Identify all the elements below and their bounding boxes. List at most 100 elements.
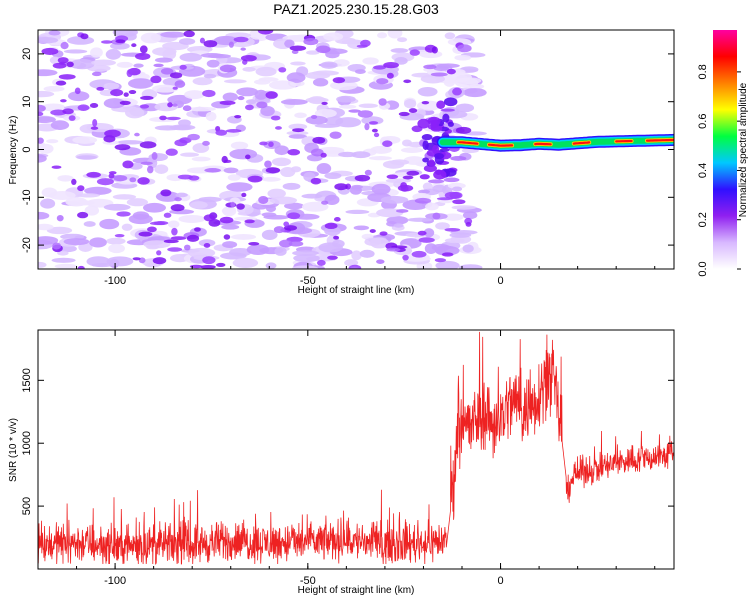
- noise-blob-strong: [116, 211, 131, 217]
- noise-blob-strong: [440, 108, 455, 112]
- noise-blob: [261, 212, 277, 217]
- noise-blob: [454, 54, 472, 61]
- noise-blob-strong: [430, 72, 448, 77]
- noise-blob-strong: [441, 252, 454, 257]
- noise-blob: [462, 244, 474, 253]
- noise-blob-strong: [334, 183, 348, 191]
- noise-blob: [380, 195, 409, 204]
- noise-blob: [305, 115, 328, 125]
- noise-blob: [229, 247, 252, 257]
- noise-blob: [290, 61, 306, 66]
- noise-blob: [38, 90, 55, 98]
- noise-blob: [203, 73, 217, 79]
- noise-blob-strong: [219, 64, 237, 73]
- noise-blob-strong: [183, 30, 195, 38]
- noise-blob: [312, 78, 329, 87]
- noise-blob-strong: [170, 236, 187, 241]
- noise-blob: [76, 155, 98, 160]
- colorbar: 0.0 0.2 0.4 0.6 0.8 Normalized spectral ampl…: [697, 30, 749, 277]
- noise-blob-strong: [398, 111, 410, 117]
- noise-blob: [308, 96, 326, 105]
- noise-blob-strong: [108, 173, 115, 179]
- noise-blob-strong: [321, 101, 328, 105]
- noise-blob-strong: [131, 43, 137, 48]
- noise-blob-strong: [171, 227, 178, 236]
- noise-blob: [288, 123, 308, 130]
- noise-blob-strong: [321, 200, 329, 205]
- noise-blob-strong: [421, 101, 430, 105]
- noise-blob-strong: [58, 74, 76, 80]
- noise-blob-strong: [258, 195, 269, 204]
- noise-blob-strong: [92, 71, 102, 77]
- colorbar-ticks: 0.0 0.2 0.4 0.6 0.8: [697, 64, 741, 277]
- noise-blob: [435, 260, 460, 269]
- noise-blob: [267, 188, 286, 199]
- noise-blob-strong: [114, 233, 125, 238]
- noise-blob: [178, 38, 196, 45]
- noise-blob-strong: [139, 141, 157, 149]
- noise-blob-strong: [135, 52, 151, 60]
- noise-blob-strong: [240, 54, 257, 62]
- noise-blob: [38, 36, 59, 44]
- onset-blob: [443, 168, 457, 177]
- noise-blob: [351, 151, 371, 159]
- noise-blob: [254, 89, 268, 100]
- noise-blob-strong: [126, 69, 133, 78]
- noise-blob-strong: [264, 160, 272, 168]
- noise-blob: [286, 72, 306, 83]
- noise-blob: [48, 30, 61, 36]
- noise-blob: [451, 205, 477, 210]
- noise-blob: [301, 201, 329, 212]
- noise-blob-strong: [332, 77, 346, 84]
- noise-blob-strong: [219, 100, 236, 106]
- noise-blob: [261, 229, 278, 241]
- noise-blob-strong: [316, 259, 326, 266]
- noise-blob-strong: [449, 191, 463, 199]
- noise-blob: [461, 148, 479, 154]
- snr-x-tick-label: -100: [104, 575, 126, 587]
- noise-blob-strong: [110, 89, 124, 97]
- noise-blob-strong: [77, 265, 85, 269]
- noise-blob-strong: [320, 152, 327, 158]
- noise-blob-strong: [96, 86, 105, 91]
- noise-blob: [222, 92, 238, 102]
- noise-blob: [192, 77, 213, 86]
- noise-blob-strong: [329, 131, 342, 139]
- signal-hot-red: [645, 138, 674, 142]
- snr-plot-area: [38, 331, 674, 565]
- noise-blob-strong: [406, 170, 420, 176]
- noise-blob: [227, 174, 241, 181]
- noise-blob-strong: [174, 197, 182, 202]
- noise-blob: [447, 182, 466, 189]
- noise-blob: [335, 117, 362, 128]
- noise-blob: [293, 254, 320, 263]
- noise-blob: [390, 159, 410, 166]
- noise-blob: [260, 105, 275, 117]
- noise-blob: [234, 216, 258, 221]
- noise-blob: [116, 140, 144, 145]
- noise-blob-strong: [90, 126, 99, 130]
- noise-blob: [38, 223, 54, 231]
- colorbar-tick-label: 0.0: [697, 261, 709, 276]
- noise-blob: [423, 228, 435, 238]
- noise-blob: [140, 32, 162, 44]
- spectrogram-y-tick-label: 10: [21, 96, 33, 108]
- noise-blob-strong: [265, 167, 281, 174]
- noise-blob: [447, 38, 472, 46]
- noise-blob: [386, 215, 409, 225]
- noise-blob: [288, 134, 308, 139]
- noise-blob-strong: [174, 139, 188, 147]
- noise-blob: [280, 99, 308, 105]
- noise-blob: [83, 221, 96, 227]
- noise-blob: [444, 72, 472, 83]
- snr-y-ticks: 500 1000 1500: [21, 368, 674, 515]
- noise-blob-strong: [150, 75, 162, 84]
- noise-blob-strong: [56, 215, 64, 222]
- noise-blob: [152, 47, 177, 56]
- spectrogram-x-tick-label: -50: [300, 275, 316, 287]
- noise-blob-strong: [179, 64, 187, 70]
- noise-blob-strong: [140, 161, 153, 165]
- noise-blob: [268, 80, 297, 90]
- noise-blob-strong: [382, 140, 393, 148]
